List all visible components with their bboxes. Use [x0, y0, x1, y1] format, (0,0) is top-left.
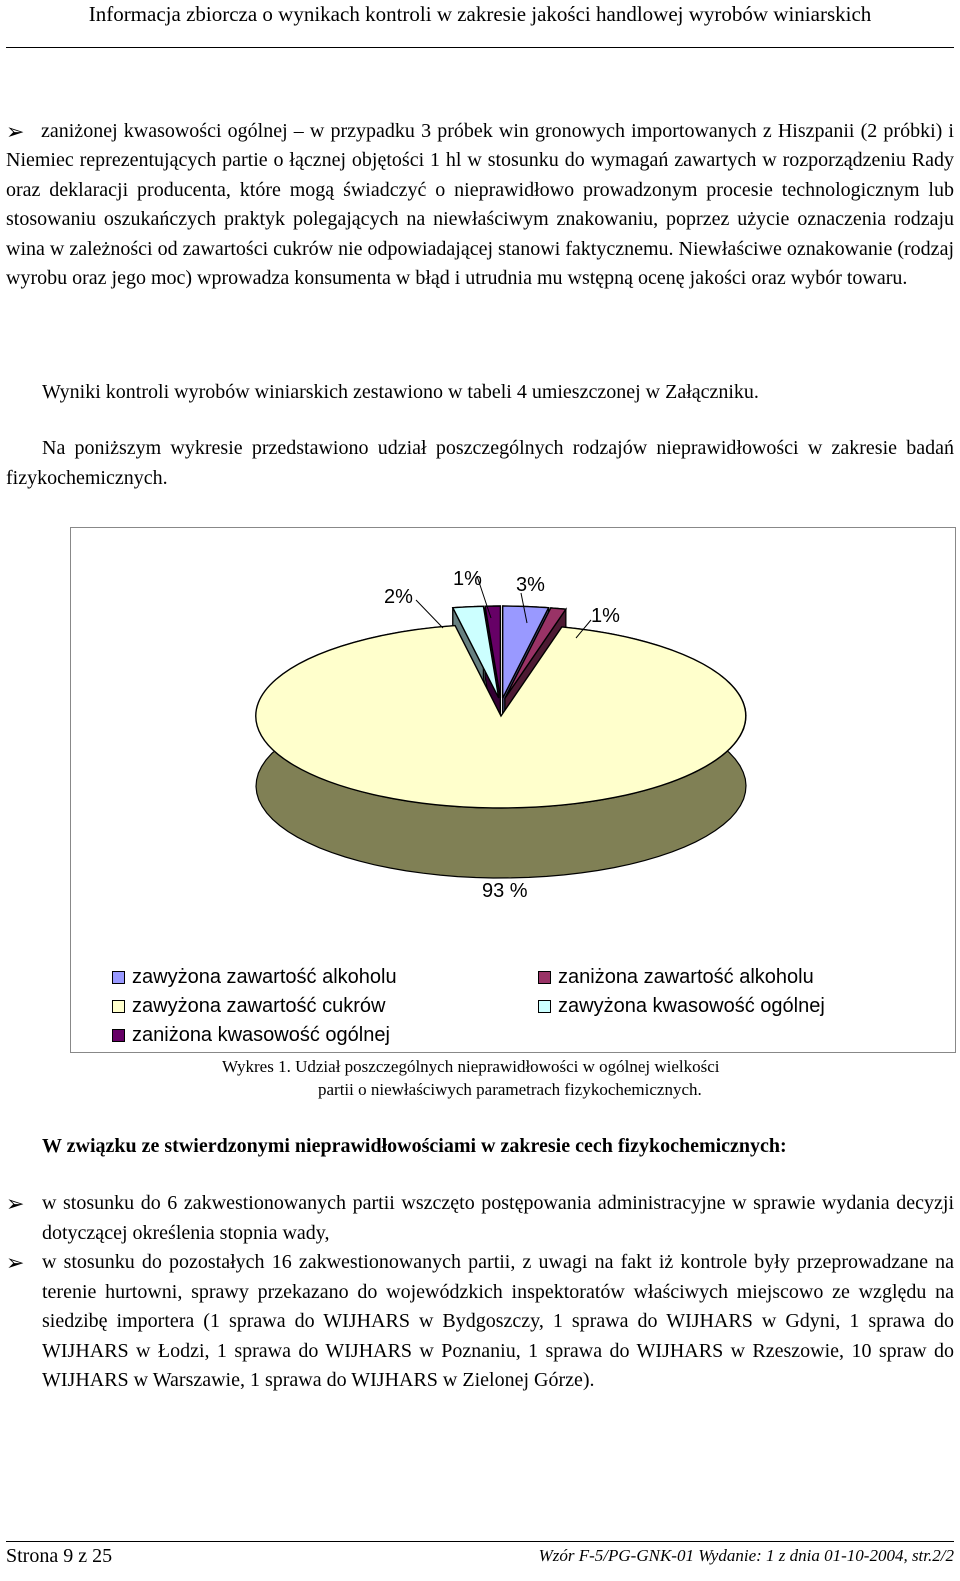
- legend-label: zaniżona zawartość alkoholu: [558, 966, 814, 988]
- form-reference: Wzór F-5/PG-GNK-01 Wydanie: 1 z dnia 01-…: [538, 1546, 954, 1565]
- data-label-zawyzona-cukrow: 93 %: [482, 880, 528, 902]
- page-header: Informacja zbiorcza o wynikach kontroli …: [0, 0, 960, 56]
- data-label-zawyzona-alkoholu: 3%: [516, 574, 545, 596]
- pie-chart: 2% 1% 3% 1% 93 % zawyżona zawartość alko…: [70, 527, 956, 1053]
- leader-line: [415, 599, 444, 629]
- chart-intro-paragraph: Na poniższym wykresie przedstawiono udzi…: [6, 437, 954, 489]
- data-label-zawyzona-kwasowosc: 2%: [384, 586, 413, 608]
- chart-caption-line1: Wykres 1. Udział poszczególnych nieprawi…: [222, 1057, 720, 1076]
- header-rule: [6, 47, 954, 48]
- legend-label: zawyżona zawartość cukrów: [132, 995, 386, 1017]
- pie-slice: [451, 605, 500, 699]
- chart-caption-line2: partii o niewłaściwych parametrach fizyk…: [318, 1080, 702, 1099]
- legend-swatch: [538, 971, 551, 984]
- header-title: Informacja zbiorcza o wynikach kontroli …: [88, 2, 872, 26]
- leader-line: [575, 619, 592, 639]
- data-label-zanizona-alkoholu: 1%: [591, 605, 620, 627]
- page-number: Strona 9 z 25: [6, 1545, 113, 1567]
- pie-slice: [504, 607, 568, 699]
- arrow-bullet-icon: ➢: [6, 119, 25, 144]
- legend-swatch: [112, 1029, 125, 1042]
- legend-label: zawyżona zawartość alkoholu: [132, 966, 397, 988]
- legend-swatch: [112, 1000, 125, 1013]
- pie-slice: [501, 605, 550, 699]
- bullet-item-transferred: w stosunku do pozostałych 16 zakwestiono…: [42, 1251, 954, 1391]
- arrow-bullet-icon: ➢: [6, 1250, 25, 1275]
- legend-swatch: [538, 1000, 551, 1013]
- legend-swatch: [112, 971, 125, 984]
- leader-line: [520, 592, 528, 624]
- legend-label: zawyżona kwasowość ogólnej: [558, 995, 825, 1017]
- leader-line: [476, 575, 492, 619]
- pie-chart-svg: [255, 575, 747, 879]
- section-heading: W związku ze stwierdzonymi nieprawidłowo…: [42, 1135, 787, 1157]
- results-paragraph: Wyniki kontroli wyrobów winiarskich zest…: [42, 381, 759, 403]
- pie-slice: [255, 624, 747, 809]
- data-label-zanizona-kwasowosc: 1%: [453, 568, 482, 590]
- footer-rule: [6, 1541, 954, 1542]
- bullet-paragraph: zaniżonej kwasowości ogólnej – w przypad…: [6, 120, 954, 290]
- bullet-item-administrative: w stosunku do 6 zakwestionowanych partii…: [42, 1192, 954, 1244]
- legend-label: zaniżona kwasowość ogólnej: [132, 1024, 390, 1046]
- pie-slice: [484, 605, 502, 699]
- arrow-bullet-icon: ➢: [6, 1191, 25, 1216]
